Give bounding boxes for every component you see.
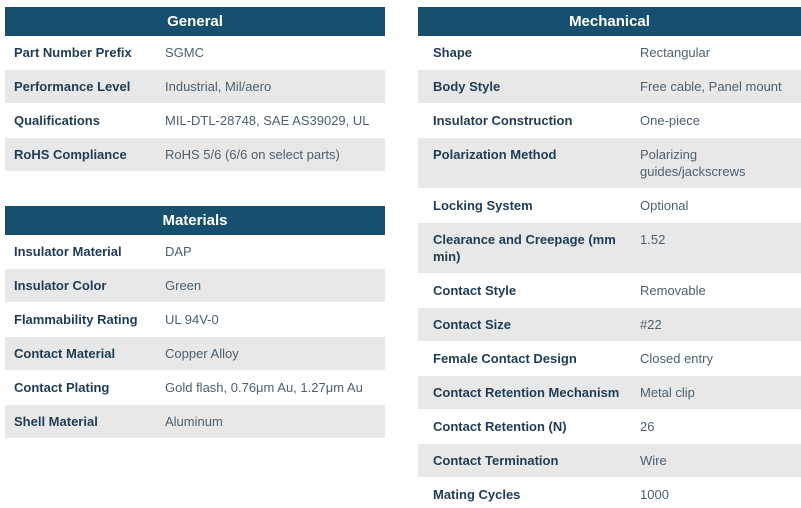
spec-value: Closed entry bbox=[640, 351, 713, 366]
spec-value: 26 bbox=[640, 419, 655, 434]
spec-label: Contact Retention Mechanism bbox=[433, 385, 620, 400]
spec-value: 1000 bbox=[640, 487, 669, 502]
spec-label: Performance Level bbox=[14, 79, 131, 94]
table-row: Locking System Optional bbox=[418, 189, 801, 223]
spec-label: Locking System bbox=[433, 198, 533, 213]
spec-value: 1.52 bbox=[640, 232, 666, 247]
table-row: Contact Termination Wire bbox=[418, 444, 801, 478]
spec-value: Aluminum bbox=[165, 414, 223, 429]
spec-label: Contact Style bbox=[433, 283, 517, 298]
spec-value: UL 94V-0 bbox=[165, 312, 219, 327]
table-rows: Part Number Prefix SGMC Performance Leve… bbox=[5, 36, 385, 172]
table-row: Shape Rectangular bbox=[418, 36, 801, 70]
spec-label: Clearance and Creepage (mm min) bbox=[433, 232, 616, 264]
spec-value: Removable bbox=[640, 283, 706, 298]
spec-label: Insulator Color bbox=[14, 278, 107, 293]
spec-label: Shape bbox=[433, 45, 473, 60]
table-row: Performance Level Industrial, Mil/aero bbox=[5, 70, 385, 104]
spec-label: Contact Size bbox=[433, 317, 512, 332]
table-row: Insulator Color Green bbox=[5, 269, 385, 303]
spec-value: Polarizing guides/jackscrews bbox=[640, 147, 746, 179]
spec-label: Contact Retention (N) bbox=[433, 419, 567, 434]
spec-value: MIL-DTL-28748, SAE AS39029, UL bbox=[165, 113, 370, 128]
right-column: Mechanical Shape Rectangular Body Style … bbox=[418, 7, 801, 508]
spec-value: Wire bbox=[640, 453, 667, 468]
spec-value: RoHS 5/6 (6/6 on select parts) bbox=[165, 147, 340, 162]
table-row: Contact Retention (N) 26 bbox=[418, 410, 801, 444]
table-row: Contact Style Removable bbox=[418, 274, 801, 308]
table-row: Qualifications MIL-DTL-28748, SAE AS3902… bbox=[5, 104, 385, 138]
spec-value: Free cable, Panel mount bbox=[640, 79, 782, 94]
left-column: General Part Number Prefix SGMC Performa… bbox=[5, 7, 385, 508]
spec-value: DAP bbox=[165, 244, 192, 259]
table-row: Clearance and Creepage (mm min) 1.52 bbox=[418, 223, 801, 274]
spec-value: Gold flash, 0.76μm Au, 1.27μm Au bbox=[165, 380, 363, 395]
spec-value: Copper Alloy bbox=[165, 346, 239, 361]
spec-label: Polarization Method bbox=[433, 147, 557, 162]
table-row: Female Contact Design Closed entry bbox=[418, 342, 801, 376]
spec-value: Metal clip bbox=[640, 385, 695, 400]
spec-label: Qualifications bbox=[14, 113, 100, 128]
table-rows: Insulator Material DAP Insulator Color G… bbox=[5, 235, 385, 439]
spec-label: RoHS Compliance bbox=[14, 147, 127, 162]
spec-value: Green bbox=[165, 278, 202, 293]
spec-label: Shell Material bbox=[14, 414, 98, 429]
spec-value: Rectangular bbox=[640, 45, 711, 60]
table-row: Contact Size #22 bbox=[418, 308, 801, 342]
table-mechanical: Mechanical Shape Rectangular Body Style … bbox=[418, 7, 801, 508]
spec-label: Insulator Construction bbox=[433, 113, 573, 128]
spec-label: Contact Termination bbox=[433, 453, 559, 468]
spec-label: Contact Material bbox=[14, 346, 116, 361]
spec-value: #22 bbox=[640, 317, 662, 332]
table-row: Body Style Free cable, Panel mount bbox=[418, 70, 801, 104]
table-title-mechanical: Mechanical bbox=[418, 7, 801, 36]
spec-value: Industrial, Mil/aero bbox=[165, 79, 272, 94]
table-title-general: General bbox=[5, 7, 385, 36]
spec-label: Mating Cycles bbox=[433, 487, 521, 502]
table-row: Insulator Material DAP bbox=[5, 235, 385, 269]
spec-value: One-piece bbox=[640, 113, 700, 128]
table-row: RoHS Compliance RoHS 5/6 (6/6 on select … bbox=[5, 138, 385, 172]
table-materials: Materials Insulator Material DAP Insulat… bbox=[5, 206, 385, 439]
spec-label: Flammability Rating bbox=[14, 312, 138, 327]
table-row: Contact Retention Mechanism Metal clip bbox=[418, 376, 801, 410]
table-row: Part Number Prefix SGMC bbox=[5, 36, 385, 70]
spec-label: Female Contact Design bbox=[433, 351, 577, 366]
table-row: Contact Material Copper Alloy bbox=[5, 337, 385, 371]
spec-label: Part Number Prefix bbox=[14, 45, 132, 60]
table-row: Polarization Method Polarizing guides/ja… bbox=[418, 138, 801, 189]
table-title-materials: Materials bbox=[5, 206, 385, 235]
table-row: Flammability Rating UL 94V-0 bbox=[5, 303, 385, 337]
spec-label: Insulator Material bbox=[14, 244, 122, 259]
table-row: Insulator Construction One-piece bbox=[418, 104, 801, 138]
spec-label: Body Style bbox=[433, 79, 501, 94]
spec-value: Optional bbox=[640, 198, 689, 213]
spec-label: Contact Plating bbox=[14, 380, 110, 395]
table-row: Contact Plating Gold flash, 0.76μm Au, 1… bbox=[5, 371, 385, 405]
table-row: Shell Material Aluminum bbox=[5, 405, 385, 439]
spec-value: SGMC bbox=[165, 45, 204, 60]
table-rows: Shape Rectangular Body Style Free cable,… bbox=[418, 36, 801, 508]
table-general: General Part Number Prefix SGMC Performa… bbox=[5, 7, 385, 172]
table-row: Mating Cycles 1000 bbox=[418, 478, 801, 508]
